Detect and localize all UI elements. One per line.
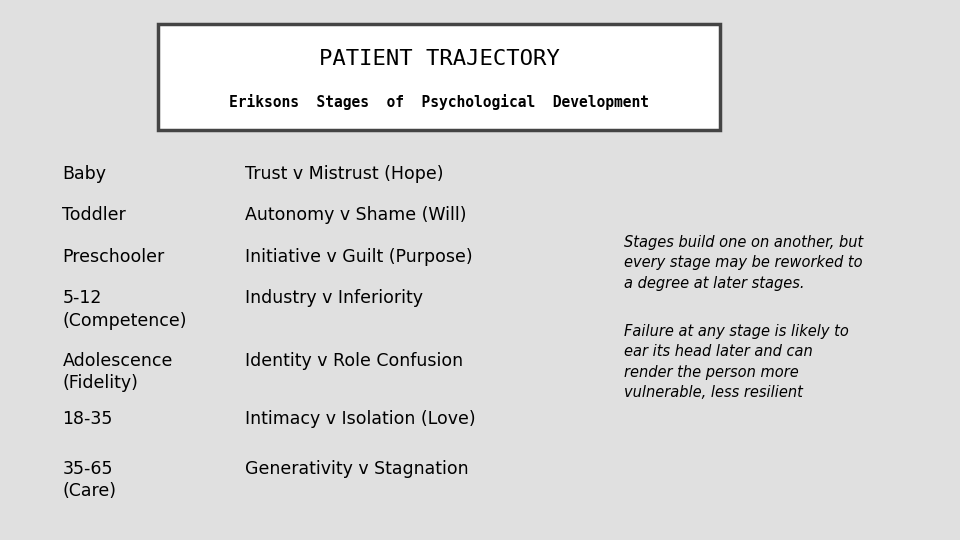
Text: Eriksons  Stages  of  Psychological  Development: Eriksons Stages of Psychological Develop… [229, 94, 649, 110]
Text: Identity v Role Confusion: Identity v Role Confusion [245, 352, 463, 370]
Text: Trust v Mistrust (Hope): Trust v Mistrust (Hope) [245, 165, 444, 183]
Text: Toddler: Toddler [62, 206, 126, 224]
Text: Preschooler: Preschooler [62, 248, 165, 266]
Text: Failure at any stage is likely to
ear its head later and can
render the person m: Failure at any stage is likely to ear it… [624, 324, 849, 400]
Text: Baby: Baby [62, 165, 107, 183]
Text: PATIENT TRAJECTORY: PATIENT TRAJECTORY [319, 49, 560, 69]
Text: Intimacy v Isolation (Love): Intimacy v Isolation (Love) [245, 410, 475, 428]
Text: Autonomy v Shame (Will): Autonomy v Shame (Will) [245, 206, 467, 224]
Text: Generativity v Stagnation: Generativity v Stagnation [245, 460, 468, 478]
Text: 18-35: 18-35 [62, 410, 112, 428]
Text: Stages build one on another, but
every stage may be reworked to
a degree at late: Stages build one on another, but every s… [624, 235, 863, 291]
Text: Initiative v Guilt (Purpose): Initiative v Guilt (Purpose) [245, 248, 472, 266]
Text: Industry v Inferiority: Industry v Inferiority [245, 289, 422, 307]
FancyBboxPatch shape [158, 24, 720, 130]
Text: 35-65
(Care): 35-65 (Care) [62, 460, 116, 500]
Text: 5-12
(Competence): 5-12 (Competence) [62, 289, 187, 329]
Text: Adolescence
(Fidelity): Adolescence (Fidelity) [62, 352, 173, 392]
